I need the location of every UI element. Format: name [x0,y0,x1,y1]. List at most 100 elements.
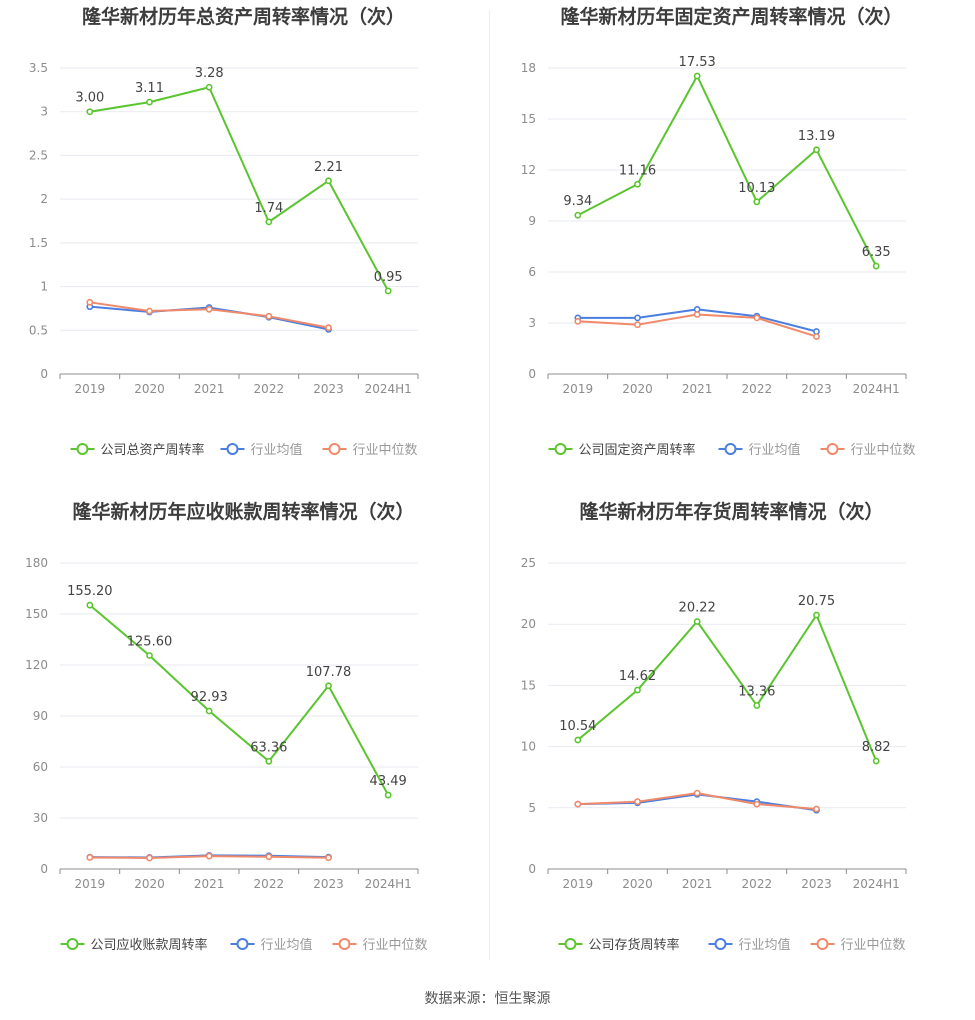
chart-title: 隆华新材历年存货周转率情况（次） [579,501,884,523]
legend-marker [826,443,839,455]
data-label: 9.34 [563,194,592,209]
industry-median-series-point [265,312,273,320]
data-label: 17.53 [679,55,716,70]
company-series-point [634,686,641,694]
company-series-point [265,757,273,765]
y-tick-label: 3.5 [29,61,48,75]
y-tick-label: 12 [521,163,536,177]
legend-label: 行业均值 [739,937,791,953]
industry-median-series-point [753,314,761,322]
company-series-line [577,614,878,762]
data-source-note: 数据来源：恒生聚源 [424,991,551,1007]
x-tick-label: 2021 [682,382,713,396]
industry-median-series-point [146,854,153,862]
data-label: 155.20 [67,584,113,599]
legend-marker [66,938,79,950]
company-series-point [634,180,641,188]
chart-inventory-turnover: 隆华新材历年存货周转率情况（次） 0 5 10 15 20 25 2019 2020 2021 2… [488,495,975,990]
x-tick-label: 2019 [563,382,594,396]
y-tick-label: 180 [25,556,48,570]
y-tick-label: 60 [33,760,48,774]
x-tick-label: 2022 [742,382,773,396]
company-series-point [693,618,701,625]
x-tick-label: 2019 [75,382,106,396]
data-label: 3.00 [75,91,104,106]
chart-svg: 0 5 10 15 20 25 2019 2020 2021 2022 2023 2024H1 10.5… [521,556,907,953]
x-tick-label: 2023 [313,877,344,891]
company-series-line [89,604,390,796]
y-tick-label: 0 [40,862,48,876]
x-tick-label: 2023 [801,877,832,891]
company-series-point [146,652,153,659]
data-label: 14.62 [619,669,656,684]
legend-label: 公司应收账款周转率 [91,937,208,953]
data-label: 3.28 [195,66,224,81]
data-label: 43.49 [370,774,407,789]
industry-median-series-point [693,789,701,797]
chart-fixed-asset-turnover: 隆华新材历年固定资产周转率情况（次） 0 3 6 9 12 15 18 2019 2020 202… [488,0,975,495]
y-tick-label: 15 [521,112,536,126]
chart-title: 隆华新材历年固定资产周转率情况（次） [560,6,903,28]
industry-median-series-point [325,854,332,862]
industry-median-series-point [574,317,582,325]
x-tick-label: 2024H1 [853,382,900,396]
company-series-point [205,83,213,91]
chart-svg: 0 3 6 9 12 15 18 2019 2020 2021 2022 2023 2024H1 9.34… [521,55,916,458]
company-series-point [146,98,153,106]
y-tick-label: 90 [33,709,48,723]
y-tick-label: 1.5 [29,236,48,250]
legend-marker [816,938,829,950]
y-tick-label: 1 [40,280,48,294]
x-tick-label: 2020 [622,382,653,396]
data-label: 1.74 [254,201,283,216]
legend-item-company-series: 公司总资产周转率 [70,442,205,458]
industry-median-series-point [634,321,641,329]
industry-median-series-point [693,311,701,318]
data-label: 13.36 [738,684,775,699]
data-label: 8.82 [862,740,891,755]
x-tick-label: 2020 [134,382,165,396]
x-tick-label: 2023 [801,382,832,396]
data-label: 20.22 [679,601,716,616]
x-tick-label: 2024H1 [853,877,900,891]
data-label: 10.13 [738,181,775,196]
data-label: 92.93 [191,690,228,705]
data-label: 3.11 [135,81,164,96]
company-series-point [574,736,582,744]
industry-median-series-point [86,854,94,861]
legend-item-company-series: 公司应收账款周转率 [60,937,208,953]
data-label: 63.36 [250,740,287,755]
company-series-point [693,72,701,80]
industry-median-series-point [634,798,641,806]
legend-item-industry-median-series: 行业中位数 [810,938,906,953]
x-tick-label: 2022 [254,382,285,396]
company-series-point [753,198,761,206]
data-label: 107.78 [306,665,352,680]
industry-median-series-point [265,853,273,861]
industry-median-series-point [574,800,582,808]
panel-divider [489,10,490,960]
legend-marker [76,443,89,455]
industry-median-series-point [325,324,332,332]
y-tick-label: 2.5 [29,148,48,162]
x-tick-label: 2020 [134,877,165,891]
chart-receivables-turnover: 隆华新材历年应收账款周转率情况（次） 0 30 60 90 120 150 180 2019 2… [0,495,487,990]
legend-item-industry-average-series: 行业均值 [230,937,313,953]
data-label: 10.54 [559,719,596,734]
legend-item-company-series: 公司固定资产周转率 [548,442,696,458]
x-tick-label: 2019 [563,877,594,891]
legend-marker [236,938,249,950]
chart-title: 隆华新材历年应收账款周转率情况（次） [72,501,415,523]
y-tick-label: 10 [521,740,536,754]
legend-item-company-series: 公司存货周转率 [558,937,680,953]
legend-item-industry-average-series: 行业均值 [220,442,303,458]
y-tick-label: 3 [528,316,536,330]
y-tick-label: 120 [25,658,48,672]
company-series-point [813,611,820,619]
y-tick-label: 6 [528,265,536,279]
company-series-point [384,791,392,799]
x-tick-label: 2021 [682,877,713,891]
company-series-point [753,702,761,709]
industry-median-series-point [813,333,820,340]
company-series-point [86,108,94,116]
